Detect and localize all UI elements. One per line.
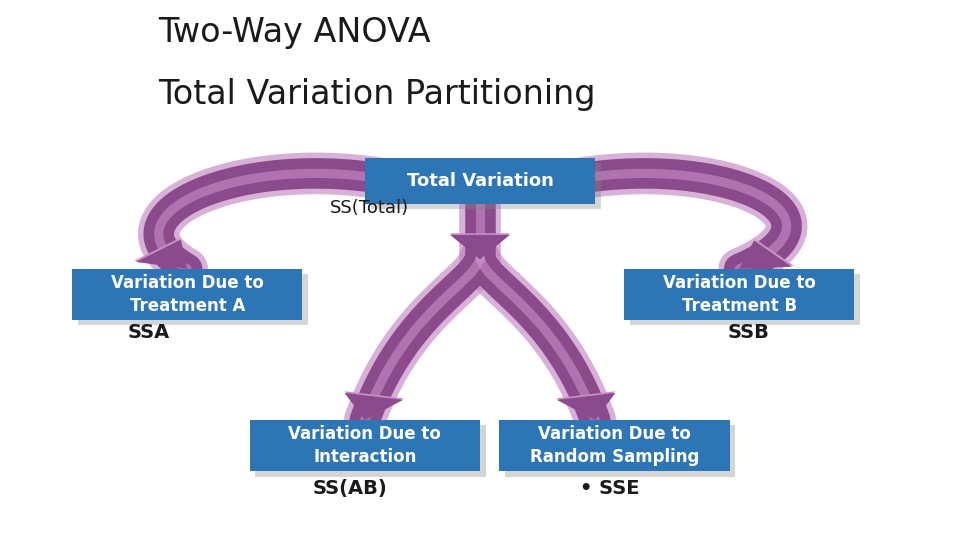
Text: Variation Due to
Random Sampling: Variation Due to Random Sampling xyxy=(530,425,699,466)
Polygon shape xyxy=(739,240,792,269)
Text: Total Variation: Total Variation xyxy=(407,172,553,190)
Text: SSA: SSA xyxy=(128,322,170,342)
Text: Variation Due to
Treatment B: Variation Due to Treatment B xyxy=(662,274,816,315)
Polygon shape xyxy=(134,238,187,269)
Text: Variation Due to
Treatment A: Variation Due to Treatment A xyxy=(110,274,264,315)
Polygon shape xyxy=(346,392,404,420)
Polygon shape xyxy=(136,240,187,269)
Text: Variation Due to
Interaction: Variation Due to Interaction xyxy=(288,425,442,466)
FancyBboxPatch shape xyxy=(72,268,302,320)
FancyBboxPatch shape xyxy=(255,426,486,476)
FancyBboxPatch shape xyxy=(365,158,595,204)
FancyBboxPatch shape xyxy=(630,274,860,325)
FancyBboxPatch shape xyxy=(250,420,480,471)
Text: Total Variation Partitioning: Total Variation Partitioning xyxy=(158,78,596,111)
FancyBboxPatch shape xyxy=(78,274,308,325)
Polygon shape xyxy=(345,393,403,420)
Text: Two-Way ANOVA: Two-Way ANOVA xyxy=(158,16,431,49)
Text: • SSE: • SSE xyxy=(580,479,639,498)
Text: SS(AB): SS(AB) xyxy=(313,479,388,498)
Polygon shape xyxy=(739,240,794,269)
Polygon shape xyxy=(450,235,510,259)
FancyBboxPatch shape xyxy=(505,426,735,476)
Polygon shape xyxy=(557,393,615,420)
Polygon shape xyxy=(450,233,510,259)
Text: SS(Total): SS(Total) xyxy=(330,199,409,217)
FancyBboxPatch shape xyxy=(624,268,854,320)
FancyBboxPatch shape xyxy=(499,420,730,471)
Polygon shape xyxy=(556,392,614,420)
Text: SSB: SSB xyxy=(728,322,770,342)
FancyBboxPatch shape xyxy=(371,163,601,209)
